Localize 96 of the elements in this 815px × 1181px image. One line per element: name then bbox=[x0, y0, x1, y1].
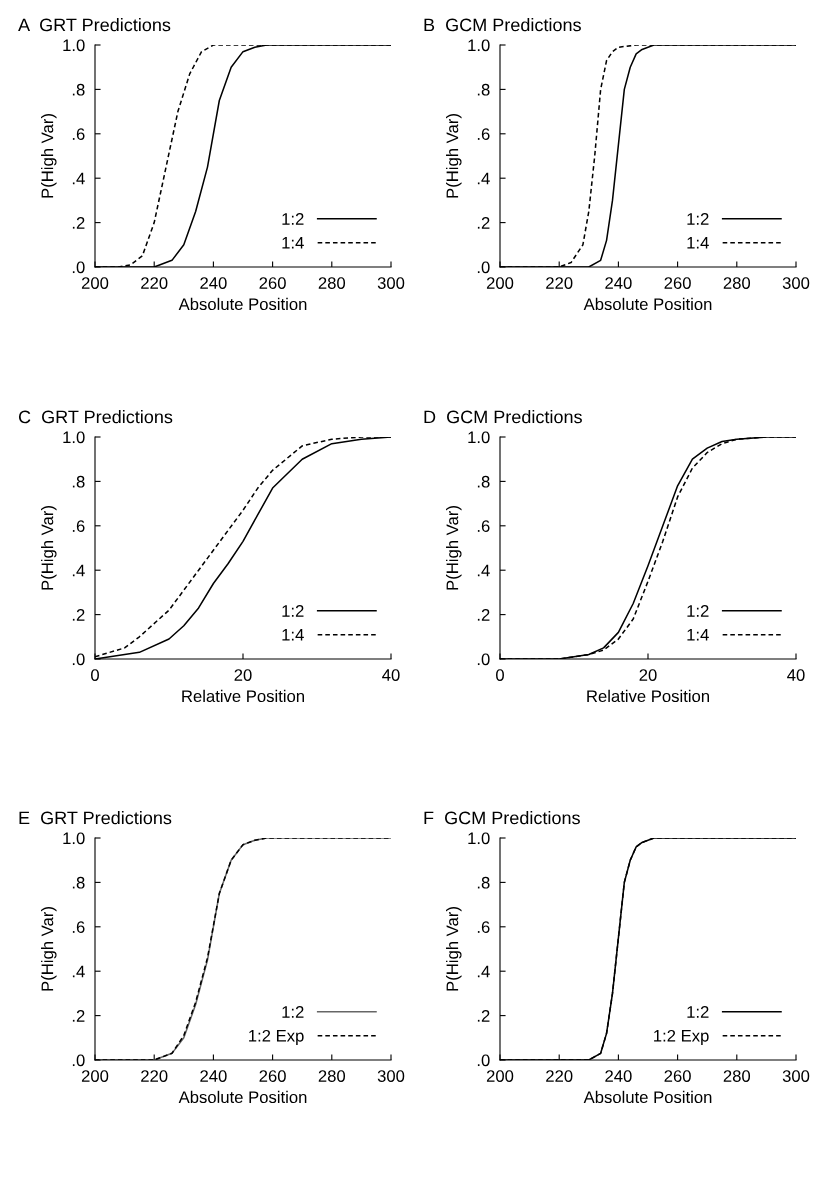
x-tick-label: 240 bbox=[605, 277, 632, 289]
x-tick-label: 280 bbox=[318, 277, 346, 289]
y-tick-label: .4 bbox=[72, 965, 85, 978]
y-tick-label: .2 bbox=[72, 217, 85, 229]
x-tick-label: 280 bbox=[723, 277, 751, 289]
y-tick-label: .6 bbox=[477, 921, 490, 933]
y-tick-label: .8 bbox=[477, 475, 490, 488]
x-tick-label: 20 bbox=[639, 669, 657, 681]
y-axis-title: P(High Var) bbox=[446, 114, 462, 198]
y-tick-label: .6 bbox=[477, 520, 490, 532]
x-tick-label: 40 bbox=[787, 669, 805, 681]
legend-label: 1:2 bbox=[282, 605, 304, 617]
x-tick-label: 220 bbox=[546, 1070, 573, 1082]
legend-label: 1:2 bbox=[687, 213, 709, 225]
y-tick-label: .8 bbox=[477, 83, 490, 96]
y-tick-label: .6 bbox=[72, 128, 85, 140]
legend-label: 1:2 bbox=[687, 605, 709, 617]
y-tick-label: .4 bbox=[477, 172, 490, 185]
x-tick-label: 300 bbox=[377, 1070, 405, 1082]
y-tick-label: 1.0 bbox=[63, 832, 85, 845]
y-tick-label: .4 bbox=[72, 172, 85, 185]
y-tick-label: .2 bbox=[72, 1010, 85, 1022]
x-tick-label: 200 bbox=[486, 277, 514, 289]
y-tick-label: .2 bbox=[477, 1010, 490, 1022]
y-tick-label: .0 bbox=[477, 261, 490, 274]
y-tick-label: .2 bbox=[477, 609, 490, 621]
y-tick-label: .6 bbox=[72, 520, 85, 532]
legend-label: 1:2 Exp bbox=[654, 1029, 709, 1045]
chart-title: A GRT Predictions bbox=[18, 18, 171, 32]
x-tick-label: 220 bbox=[141, 1070, 168, 1082]
x-axis-title: Relative Position bbox=[587, 689, 709, 703]
chart-title: B GCM Predictions bbox=[424, 18, 581, 32]
x-tick-label: 220 bbox=[546, 277, 573, 289]
chart-title: F GCM Predictions bbox=[424, 811, 580, 825]
x-tick-label: 20 bbox=[234, 669, 252, 681]
y-tick-label: .4 bbox=[477, 965, 490, 978]
x-tick-label: 200 bbox=[81, 277, 109, 289]
y-tick-label: .0 bbox=[72, 261, 85, 274]
x-tick-label: 240 bbox=[200, 277, 227, 289]
y-tick-label: .2 bbox=[72, 609, 85, 621]
y-tick-label: .4 bbox=[477, 564, 490, 577]
x-axis-title: Absolute Position bbox=[583, 297, 712, 311]
y-tick-label: .4 bbox=[72, 564, 85, 577]
x-axis-title: Absolute Position bbox=[583, 1090, 712, 1104]
y-axis-title: P(High Var) bbox=[41, 907, 57, 991]
x-tick-label: 40 bbox=[382, 669, 400, 681]
legend-label: 1:2 Exp bbox=[249, 1029, 304, 1045]
legend-label: 1:2 bbox=[282, 213, 304, 225]
y-axis-title: P(High Var) bbox=[41, 506, 57, 590]
x-tick-label: 300 bbox=[782, 277, 810, 289]
x-tick-label: 0 bbox=[91, 669, 99, 681]
x-axis-title: Relative Position bbox=[182, 689, 304, 703]
y-tick-label: .6 bbox=[477, 128, 490, 140]
y-tick-label: 1.0 bbox=[63, 431, 85, 444]
chart-title: C GRT Predictions bbox=[18, 410, 173, 424]
x-axis-title: Absolute Position bbox=[178, 1090, 307, 1104]
x-tick-label: 240 bbox=[605, 1070, 632, 1082]
y-tick-label: .0 bbox=[477, 653, 490, 666]
legend-label: 1:2 bbox=[282, 1006, 304, 1018]
x-tick-label: 260 bbox=[664, 1070, 691, 1082]
y-tick-label: 1.0 bbox=[468, 39, 490, 52]
y-axis-title: P(High Var) bbox=[41, 114, 57, 198]
legend-label: 1:4 bbox=[282, 237, 304, 249]
y-tick-label: .8 bbox=[477, 876, 490, 889]
x-tick-label: 0 bbox=[496, 669, 504, 681]
x-tick-label: 260 bbox=[259, 1070, 286, 1082]
x-axis-title: Absolute Position bbox=[178, 297, 307, 311]
x-tick-label: 200 bbox=[486, 1070, 514, 1082]
x-tick-label: 260 bbox=[664, 277, 691, 289]
y-tick-label: .8 bbox=[72, 475, 85, 488]
y-tick-label: .6 bbox=[72, 921, 85, 933]
y-tick-label: 1.0 bbox=[468, 832, 490, 845]
y-tick-label: .0 bbox=[72, 1054, 85, 1067]
y-tick-label: 1.0 bbox=[63, 39, 85, 52]
x-tick-label: 280 bbox=[318, 1070, 346, 1082]
x-tick-label: 240 bbox=[200, 1070, 227, 1082]
legend-label: 1:4 bbox=[687, 237, 709, 249]
chart-title: D GCM Predictions bbox=[424, 410, 582, 424]
y-axis-title: P(High Var) bbox=[446, 907, 462, 991]
legend-label: 1:2 bbox=[687, 1006, 709, 1018]
legend-label: 1:4 bbox=[687, 629, 709, 641]
y-axis-title: P(High Var) bbox=[446, 506, 462, 590]
chart-title: E GRT Predictions bbox=[19, 811, 172, 825]
x-tick-label: 280 bbox=[723, 1070, 751, 1082]
x-tick-label: 260 bbox=[259, 277, 286, 289]
x-tick-label: 200 bbox=[81, 1070, 109, 1082]
x-tick-label: 300 bbox=[782, 1070, 810, 1082]
x-tick-label: 300 bbox=[377, 277, 405, 289]
y-tick-label: .8 bbox=[72, 876, 85, 889]
y-tick-label: .0 bbox=[72, 653, 85, 666]
y-tick-label: .8 bbox=[72, 83, 85, 96]
legend-label: 1:4 bbox=[282, 629, 304, 641]
y-tick-label: .2 bbox=[477, 217, 490, 229]
x-tick-label: 220 bbox=[141, 277, 168, 289]
y-tick-label: .0 bbox=[477, 1054, 490, 1067]
y-tick-label: 1.0 bbox=[468, 431, 490, 444]
